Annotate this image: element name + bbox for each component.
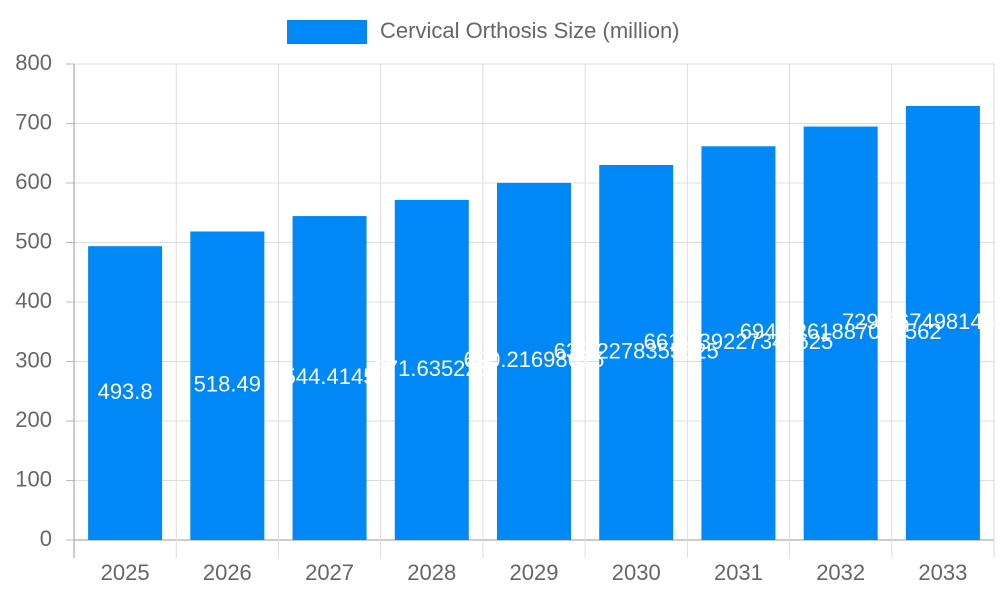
bar: [905, 105, 980, 540]
bar: [190, 231, 265, 540]
y-tick-label: 0: [40, 526, 52, 551]
x-tick-label: 2033: [918, 560, 967, 585]
data-label: 661.739227340625: [644, 329, 834, 354]
data-label: 493.8: [98, 379, 153, 404]
y-tick-label: 700: [15, 109, 52, 134]
y-tick-label: 100: [15, 466, 52, 491]
data-label: 630.2278355625: [554, 338, 719, 363]
bar: [701, 146, 776, 540]
data-label: 694.8261887076562: [740, 319, 942, 344]
x-tick-label: 2029: [510, 560, 559, 585]
bar: [497, 182, 571, 540]
x-tick-label: 2025: [101, 560, 150, 585]
y-tick-label: 300: [15, 347, 52, 372]
data-label: 518.49: [194, 372, 261, 397]
x-tick-label: 2032: [816, 560, 865, 585]
bar: [394, 199, 469, 540]
bar: [599, 165, 674, 540]
x-tick-label: 2026: [203, 560, 252, 585]
bar: [88, 246, 163, 540]
x-tick-label: 2030: [612, 560, 661, 585]
data-label: 544.4145: [284, 364, 376, 389]
y-tick-label: 400: [15, 288, 52, 313]
y-tick-label: 600: [15, 169, 52, 194]
legend-swatch: [287, 20, 367, 44]
x-tick-label: 2027: [305, 560, 354, 585]
y-tick-label: 200: [15, 407, 52, 432]
bar: [292, 216, 367, 541]
bar: [803, 126, 878, 540]
data-label: 571.635225: [374, 356, 490, 381]
x-tick-label: 2031: [714, 560, 763, 585]
y-tick-label: 800: [15, 50, 52, 75]
y-tick-label: 500: [15, 228, 52, 253]
x-tick-label: 2028: [407, 560, 456, 585]
legend-label: Cervical Orthosis Size (million): [380, 18, 680, 43]
data-label: 600.21698625: [464, 347, 605, 372]
data-label: 729.5674981430391: [842, 309, 1000, 334]
